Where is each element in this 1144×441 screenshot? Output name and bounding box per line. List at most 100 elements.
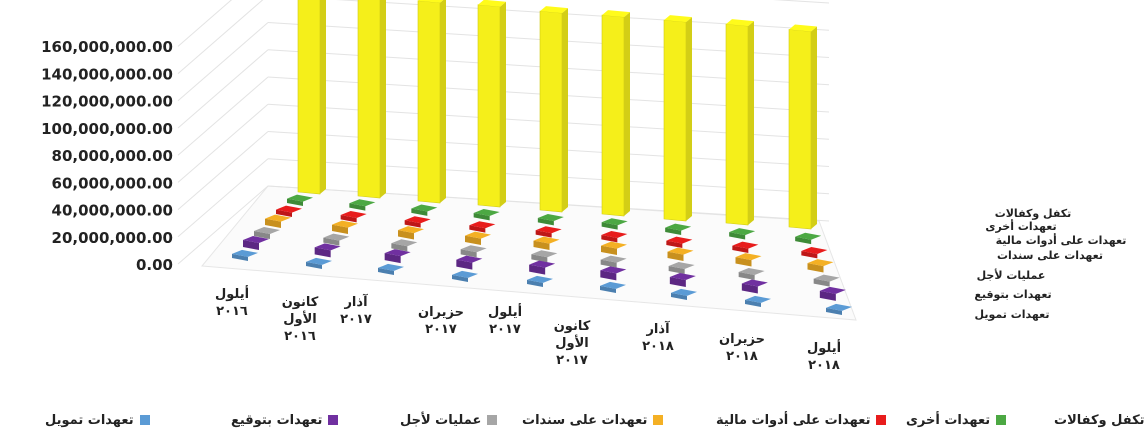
bar-7-7 — [663, 15, 692, 222]
y-tick-label: 160,000,000.00 — [41, 38, 173, 56]
bar-5-9 — [801, 246, 828, 259]
bar-1-9 — [826, 303, 852, 315]
bar-3-2 — [323, 233, 350, 246]
gridline-side — [177, 22, 269, 102]
bars — [232, 0, 852, 315]
x-tick-label: آذار — [645, 320, 670, 337]
y-tick-label: 140,000,000.00 — [41, 65, 173, 83]
legend-item: تعهدات أخرى — [906, 408, 1007, 432]
series-tick-label: عمليات لأجل — [977, 268, 1046, 282]
bar-1-3 — [378, 263, 404, 275]
bar-2-2 — [314, 243, 341, 258]
bar-6-5 — [537, 213, 564, 226]
legend-label: عمليات لأجل — [400, 412, 482, 428]
x-tick-label: ٢٠١٧ — [425, 322, 457, 337]
series-tick-label: تعهدات بتوقيع — [974, 288, 1051, 301]
y-tick-label: 20,000,000.00 — [52, 229, 173, 247]
bar-5-7 — [666, 236, 693, 248]
bar-3-8 — [738, 267, 765, 280]
bar-1-5 — [527, 275, 553, 287]
x-tick-label: ٢٠١٧ — [556, 353, 588, 368]
gridline-side — [177, 158, 269, 238]
bar-1-1 — [232, 249, 258, 261]
bar-7-4 — [477, 0, 506, 208]
gridline-side — [177, 103, 269, 183]
bar-6-3 — [411, 204, 438, 216]
legend-label: تعهدات أخرى — [906, 412, 991, 428]
chart-floor — [201, 185, 857, 321]
bar-3-5 — [531, 250, 558, 263]
bar-7-2 — [357, 0, 386, 199]
x-tick-label: حزيران — [719, 332, 765, 347]
x-tick-5: أيلول ٢٠١٧ — [488, 303, 522, 337]
bar-5-2 — [340, 210, 367, 223]
gridline-side — [177, 0, 233, 47]
bar-6-7 — [665, 223, 692, 235]
legend-swatch — [653, 415, 664, 425]
bar-4-1 — [265, 214, 291, 228]
bar-1-8 — [745, 295, 771, 307]
series-tick-label: تعهدات تمويل — [975, 308, 1050, 321]
bar-7-3 — [417, 0, 446, 204]
bar-5-5 — [535, 226, 562, 238]
legend-item: تعهدات على سندات — [522, 408, 664, 432]
x-tick-label: ٢٠١٨ — [808, 358, 840, 373]
bar-1-7 — [671, 288, 697, 300]
bar-4-8 — [735, 253, 762, 267]
floor-plane — [201, 185, 857, 321]
y-tick-label: 120,000,000.00 — [41, 93, 173, 111]
y-tick-label: 40,000,000.00 — [52, 202, 173, 220]
bar-3-9 — [813, 274, 840, 287]
legend-item: تعهدات على أدوات مالية — [716, 408, 887, 432]
bar-5-1 — [276, 205, 302, 217]
bar-2-9 — [819, 286, 846, 301]
bar-4-5 — [533, 236, 560, 250]
x-tick-label: أيلول — [215, 285, 249, 302]
x-tick-label: ٢٠١٨ — [642, 339, 674, 354]
bar-4-6 — [601, 241, 627, 255]
bar-3-6 — [600, 255, 627, 268]
x-tick-3: آذار ٢٠١٧ — [340, 293, 372, 327]
bar-1-4 — [452, 270, 478, 282]
x-tick-label: ٢٠١٨ — [726, 349, 758, 364]
x-tick-7: آذار ٢٠١٨ — [642, 320, 674, 354]
bar-6-6 — [601, 218, 628, 230]
bar-6-9 — [795, 232, 822, 245]
bar-3-4 — [460, 245, 487, 258]
bar-4-9 — [807, 259, 834, 273]
series-tick-label: تعهدات على سندات — [997, 249, 1103, 262]
x-tick-4: حزيران ٢٠١٧ — [418, 305, 464, 337]
bar-6-8 — [729, 228, 756, 240]
legend-swatch — [996, 415, 1007, 425]
bar-7-8 — [725, 19, 754, 226]
bar-2-6 — [600, 266, 627, 281]
gridline-side — [177, 185, 269, 265]
gridline-side — [177, 76, 269, 156]
gridline-side — [177, 49, 269, 129]
legend-item: تعهدات تمويل — [45, 408, 150, 432]
series-tick-label: تكفل وكفالات — [995, 207, 1072, 220]
bar-4-3 — [398, 226, 424, 240]
x-tick-label: ٢٠١٧ — [340, 312, 372, 327]
bar-1-6 — [600, 281, 626, 293]
bar-4-2 — [332, 220, 358, 234]
bar-1-2 — [306, 257, 332, 269]
bar-2-8 — [741, 279, 768, 294]
y-tick-label: 100,000,000.00 — [41, 120, 173, 138]
bar-6-4 — [473, 208, 500, 221]
bar-4-7 — [667, 247, 694, 261]
x-tick-label: أيلول — [807, 339, 841, 356]
legend-label: تعهدات على سندات — [522, 412, 648, 428]
legend-swatch — [487, 415, 498, 425]
legend-swatch — [328, 415, 339, 425]
bar-3-7 — [668, 261, 695, 274]
x-tick-label: ٢٠١٦ — [284, 329, 316, 344]
bar-2-5 — [529, 260, 556, 275]
bar-7-5 — [539, 6, 568, 213]
bar-3-3 — [391, 239, 418, 252]
y-tick-label: 0.00 — [136, 256, 173, 274]
bar-6-1 — [287, 194, 313, 206]
bar-6-2 — [349, 199, 376, 211]
x-tick-label: الأول — [283, 310, 317, 327]
bar-2-4 — [456, 255, 483, 270]
